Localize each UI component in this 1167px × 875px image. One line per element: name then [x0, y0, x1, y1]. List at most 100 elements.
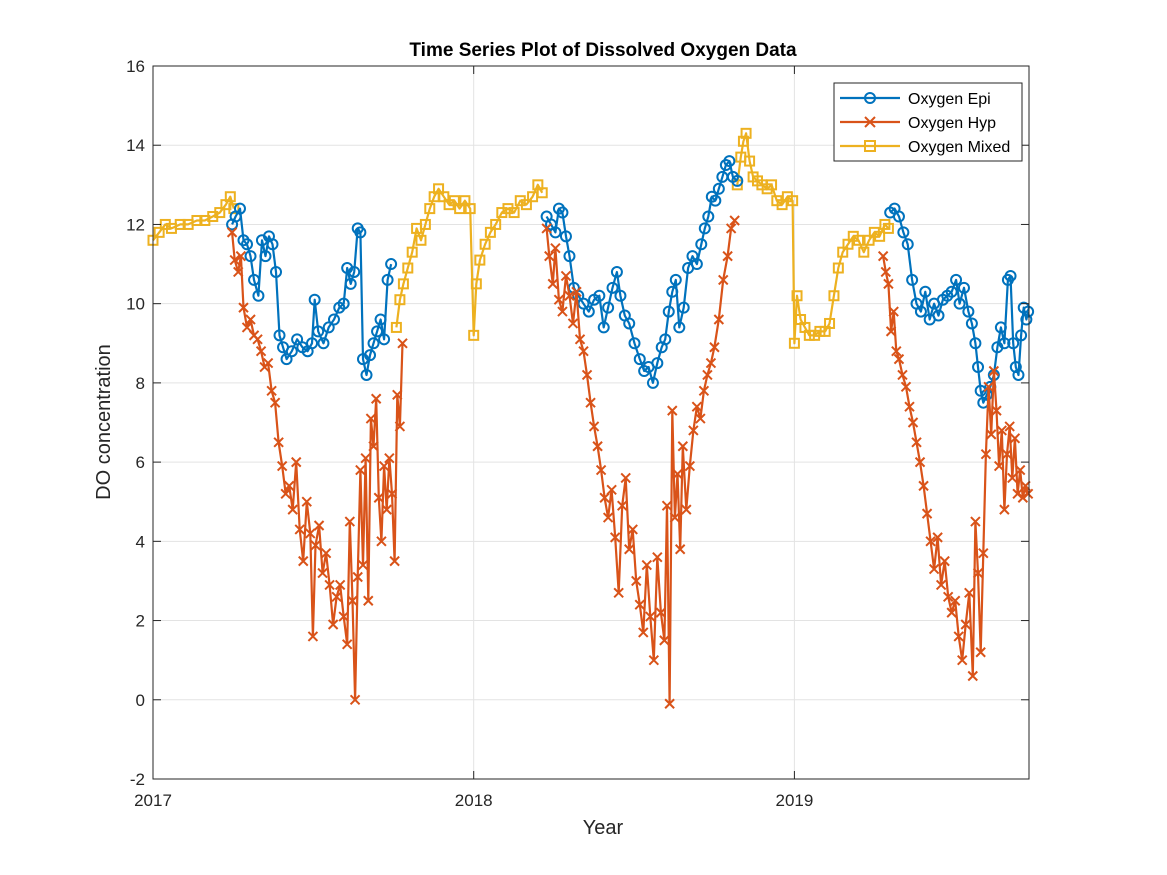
data-point — [891, 345, 902, 357]
legend-label-epi: Oxygen Epi — [908, 91, 991, 108]
y-axis-label: DO concentration — [93, 344, 115, 500]
data-point — [939, 555, 950, 567]
data-point — [787, 195, 799, 207]
data-point — [322, 321, 335, 334]
data-point — [638, 627, 649, 638]
data-point — [972, 361, 985, 374]
data-point — [980, 448, 992, 460]
data-point — [374, 313, 387, 326]
data-point — [370, 393, 382, 404]
data-point — [307, 631, 319, 642]
data-point — [713, 314, 725, 325]
data-point — [312, 325, 325, 338]
data-point — [791, 290, 803, 302]
data-point — [266, 238, 279, 251]
y-tick-label: -2 — [130, 770, 145, 789]
data-point — [662, 305, 675, 318]
data-point — [983, 381, 994, 393]
data-point — [1009, 433, 1021, 444]
data-point — [709, 342, 720, 353]
series-oxygen-hyp — [226, 215, 1034, 709]
data-point — [874, 230, 886, 242]
data-point — [287, 504, 298, 515]
data-point — [677, 301, 690, 314]
data-point — [698, 222, 711, 235]
data-point — [153, 226, 165, 238]
series-line — [231, 207, 393, 377]
data-point — [560, 270, 572, 282]
data-point — [994, 321, 1007, 334]
legend-marker-epi — [864, 92, 876, 104]
data-point — [953, 297, 966, 310]
data-point — [550, 243, 561, 254]
data-point — [308, 293, 321, 306]
data-point — [1020, 313, 1033, 326]
data-point — [921, 508, 933, 519]
data-point — [666, 285, 679, 298]
data-point — [729, 215, 740, 226]
data-point — [577, 297, 590, 310]
data-point — [394, 294, 406, 306]
legend-marker-hyp — [864, 116, 876, 128]
data-point — [324, 579, 335, 591]
data-point — [578, 345, 589, 357]
data-point — [957, 654, 968, 666]
data-point — [960, 619, 971, 630]
data-point — [945, 285, 958, 298]
data-point — [385, 258, 398, 271]
data-point — [705, 357, 717, 369]
y-tick-label: 8 — [136, 374, 145, 393]
data-point — [880, 266, 891, 278]
data-point — [824, 317, 836, 329]
data-point — [544, 250, 555, 262]
data-point — [659, 333, 672, 346]
data-point — [907, 417, 919, 428]
data-point — [338, 611, 349, 622]
data-point — [262, 357, 274, 369]
data-point — [723, 155, 736, 168]
y-tick-label: 4 — [136, 532, 145, 551]
y-tick-label: 0 — [136, 691, 145, 710]
data-point — [1012, 368, 1025, 381]
data-point — [698, 385, 710, 397]
data-point — [238, 302, 249, 313]
data-point — [602, 301, 615, 314]
y-tick-label: 10 — [126, 295, 145, 314]
data-point — [631, 575, 642, 587]
data-point — [547, 278, 558, 290]
data-point — [965, 317, 978, 330]
data-point — [378, 333, 391, 346]
data-point — [317, 337, 330, 350]
data-point — [935, 579, 947, 591]
series-oxygen-epi — [226, 155, 1035, 409]
data-point — [690, 258, 703, 271]
data-point — [331, 591, 342, 602]
data-point — [616, 500, 628, 511]
data-point — [673, 321, 686, 334]
data-point — [725, 223, 737, 234]
data-point — [376, 536, 387, 547]
data-point — [606, 484, 617, 496]
data-point — [559, 230, 572, 243]
data-point — [882, 222, 894, 234]
data-point — [634, 599, 645, 610]
data-point — [365, 413, 377, 424]
data-point — [620, 472, 631, 484]
data-point — [563, 250, 576, 263]
data-point — [610, 265, 623, 278]
data-point — [468, 329, 480, 341]
data-point — [858, 246, 870, 258]
data-point — [269, 397, 281, 408]
data-point — [659, 635, 670, 646]
data-point — [901, 238, 914, 251]
data-point — [224, 191, 236, 203]
data-point — [661, 500, 673, 511]
data-point — [709, 194, 722, 207]
x-tick-label: 2019 — [775, 791, 813, 810]
data-point — [337, 297, 350, 310]
y-tick-label: 14 — [126, 136, 145, 155]
data-point — [648, 654, 660, 666]
data-point — [674, 544, 686, 555]
data-point — [641, 559, 653, 571]
data-point — [406, 246, 418, 258]
